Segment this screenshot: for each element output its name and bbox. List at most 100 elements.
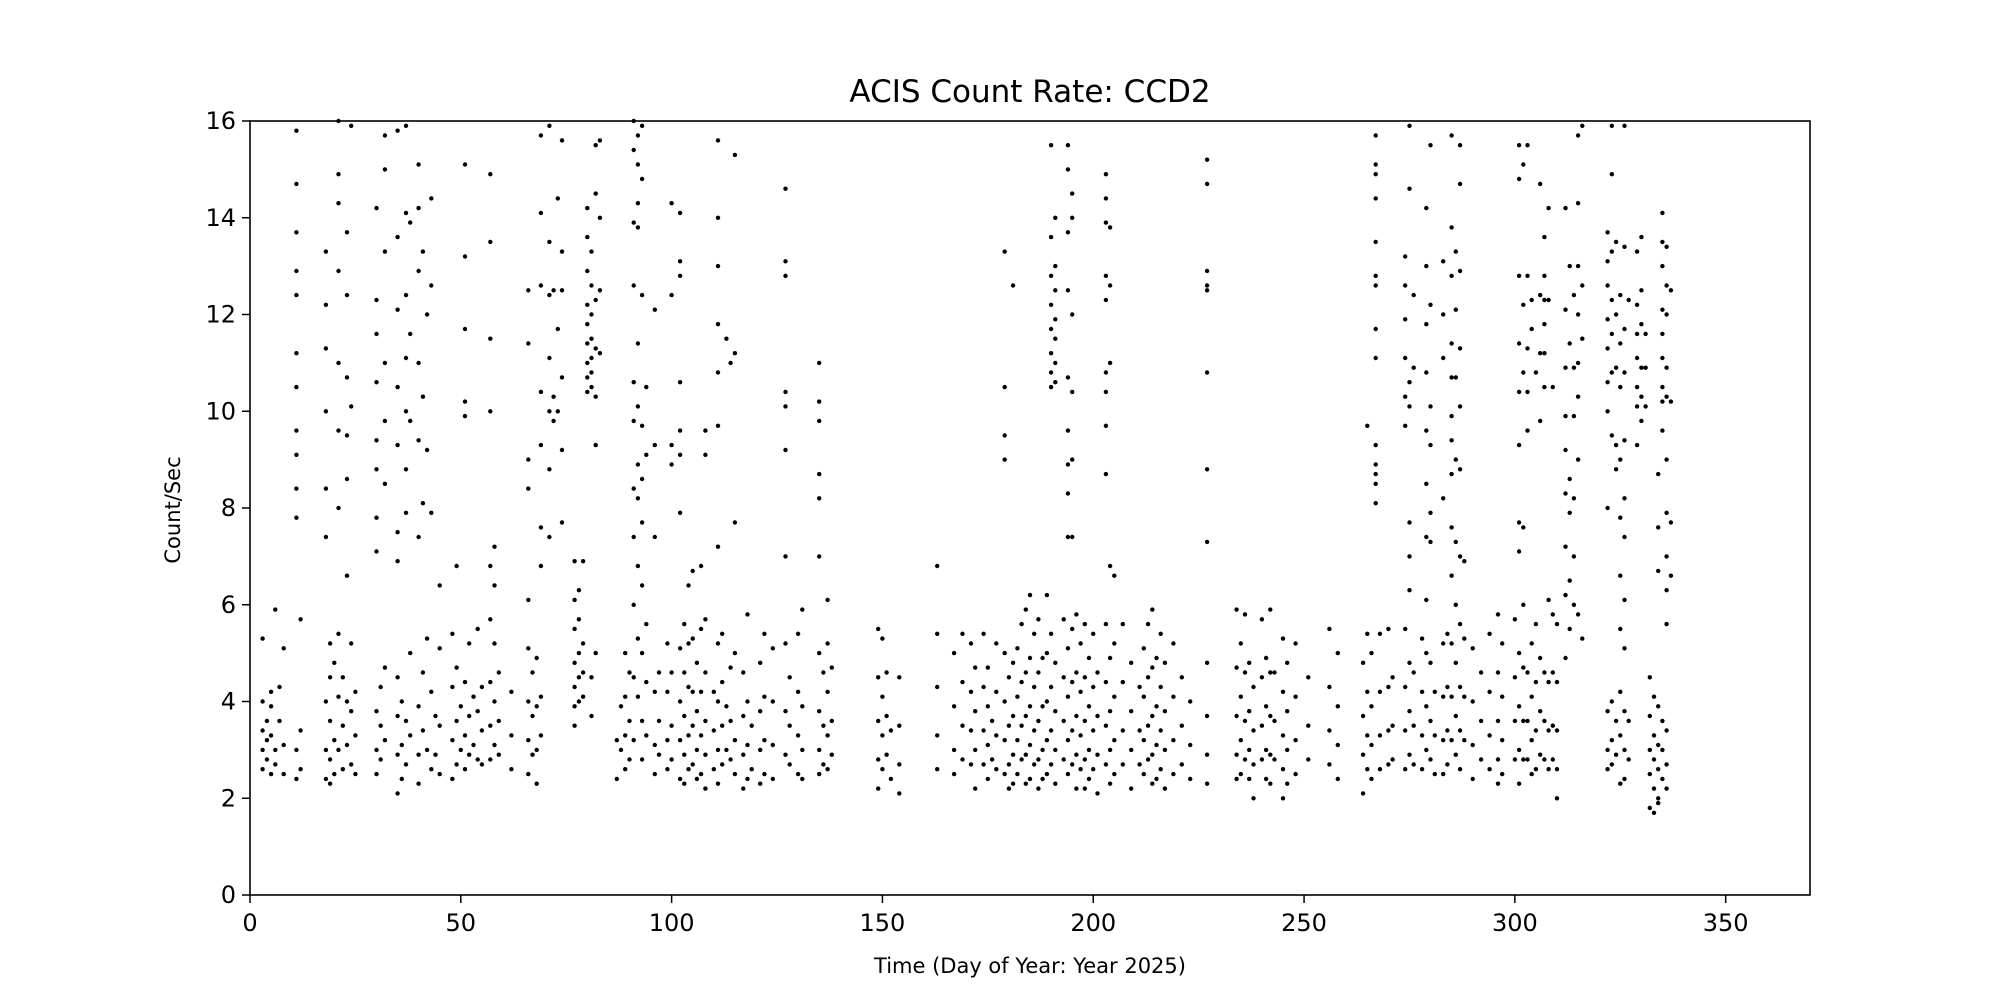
data-point	[703, 428, 708, 433]
data-point	[551, 394, 556, 399]
data-point	[462, 162, 468, 167]
data-point	[294, 181, 299, 187]
data-point	[669, 442, 674, 448]
data-point	[336, 505, 341, 511]
data-point	[1044, 592, 1050, 598]
data-point	[829, 665, 834, 670]
data-point	[1335, 704, 1341, 709]
data-point	[349, 404, 354, 409]
data-point	[627, 670, 632, 675]
data-point	[1023, 713, 1028, 719]
data-point	[1103, 621, 1109, 627]
data-point	[1660, 263, 1665, 269]
data-point	[429, 689, 434, 694]
data-point	[1478, 670, 1484, 675]
data-point	[1419, 733, 1425, 738]
data-point	[382, 418, 388, 424]
data-point	[1158, 631, 1163, 636]
data-point	[1647, 675, 1653, 680]
data-point	[1002, 433, 1007, 438]
data-point	[492, 583, 497, 588]
data-point	[1082, 757, 1088, 762]
data-point	[1521, 718, 1526, 724]
data-point	[294, 292, 299, 298]
data-point	[1234, 752, 1239, 757]
data-point	[968, 689, 974, 694]
data-point	[327, 757, 333, 762]
data-point	[1002, 738, 1007, 743]
data-point	[1369, 742, 1374, 748]
data-point	[382, 249, 388, 254]
data-point	[758, 660, 763, 665]
data-point	[715, 544, 721, 549]
data-point	[1618, 689, 1623, 694]
data-point	[1411, 670, 1416, 675]
data-point	[1065, 646, 1071, 651]
data-point	[437, 646, 442, 651]
data-point	[1204, 713, 1210, 719]
data-point	[572, 684, 577, 690]
data-point	[1023, 752, 1028, 757]
data-point	[1453, 713, 1459, 719]
data-point	[1563, 592, 1568, 598]
data-point	[994, 689, 999, 694]
data-point	[935, 767, 940, 772]
data-point	[1335, 650, 1341, 656]
data-point	[1550, 384, 1556, 390]
data-point	[1634, 384, 1640, 390]
data-point	[1112, 573, 1117, 578]
data-point	[694, 660, 700, 665]
data-point	[576, 617, 582, 622]
data-point	[585, 360, 590, 366]
data-point	[635, 563, 641, 569]
data-point	[682, 752, 687, 757]
data-point	[897, 762, 902, 767]
data-point	[1605, 259, 1610, 264]
data-point	[1563, 544, 1568, 549]
data-point	[1103, 389, 1109, 395]
data-point	[1529, 771, 1534, 777]
data-point	[1478, 757, 1484, 762]
data-point	[1141, 738, 1147, 743]
data-point	[1622, 776, 1627, 782]
data-point	[1247, 709, 1252, 714]
data-point	[1424, 650, 1429, 656]
data-point	[1424, 322, 1429, 327]
data-point	[968, 728, 974, 733]
data-point	[1462, 559, 1467, 564]
data-point	[1457, 181, 1463, 187]
data-point	[1048, 302, 1054, 307]
data-point	[424, 447, 430, 453]
data-point	[1112, 738, 1117, 743]
data-point	[1272, 670, 1277, 675]
data-point	[1006, 675, 1012, 680]
data-point	[488, 409, 493, 414]
data-point	[762, 694, 767, 699]
data-point	[981, 631, 986, 636]
data-point	[538, 389, 544, 395]
data-point	[1639, 394, 1644, 399]
data-point	[323, 776, 329, 782]
data-point	[378, 684, 383, 690]
data-point	[1449, 273, 1454, 278]
data-point	[1263, 655, 1269, 661]
data-point	[1285, 660, 1290, 665]
data-point	[580, 559, 586, 564]
data-point	[1643, 404, 1648, 409]
data-point	[294, 428, 299, 433]
data-point	[1660, 399, 1665, 404]
data-point	[462, 733, 468, 738]
data-point	[817, 496, 822, 501]
data-point	[1449, 573, 1454, 578]
data-point	[1373, 196, 1378, 201]
data-point	[572, 626, 577, 632]
data-point	[1546, 597, 1551, 603]
data-point	[467, 713, 472, 719]
data-point	[787, 762, 792, 767]
data-point	[492, 641, 497, 646]
data-point	[1656, 796, 1661, 801]
data-point	[1010, 781, 1016, 786]
data-point	[336, 631, 341, 636]
data-point	[1407, 752, 1412, 757]
data-point	[1162, 786, 1168, 791]
